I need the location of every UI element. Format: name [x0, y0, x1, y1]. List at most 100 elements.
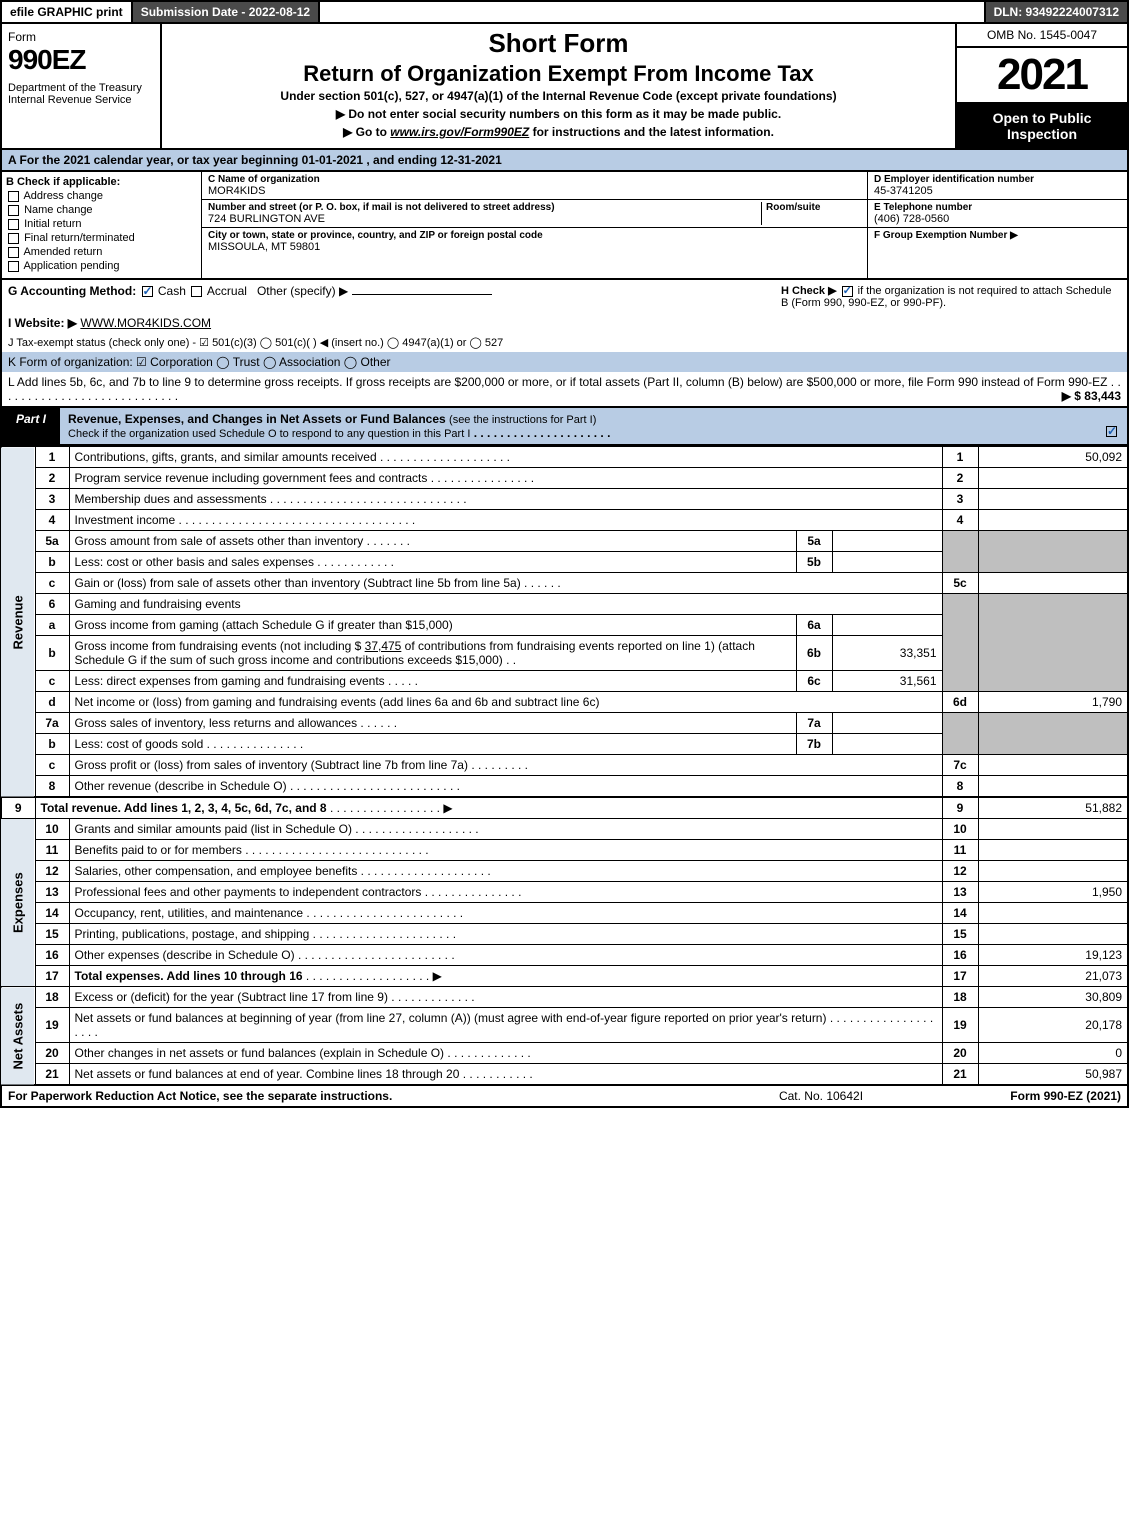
box-b-header: B Check if applicable:	[6, 176, 197, 188]
line-20: 20Other changes in net assets or fund ba…	[1, 1043, 1128, 1064]
part1-tab: Part I	[2, 408, 60, 444]
line-17-value: 21,073	[978, 966, 1128, 987]
line-16-value: 19,123	[978, 945, 1128, 966]
org-name-cell: C Name of organization MOR4KIDS	[202, 172, 867, 200]
footer-form: Form 990-EZ (2021)	[921, 1089, 1121, 1103]
line-19: 19Net assets or fund balances at beginni…	[1, 1008, 1128, 1043]
chk-cash[interactable]	[142, 286, 153, 297]
dept-line1: Department of the Treasury	[8, 82, 154, 94]
other-label: Other (specify) ▶	[257, 284, 348, 298]
address-label: Number and street (or P. O. box, if mail…	[208, 202, 761, 213]
city-cell: City or town, state or province, country…	[202, 228, 867, 255]
side-revenue: Revenue	[1, 447, 35, 798]
row-gh: G Accounting Method: Cash Accrual Other …	[0, 280, 1129, 313]
g-label: G Accounting Method:	[8, 284, 136, 298]
line-19-value: 20,178	[978, 1008, 1128, 1043]
row-j-tax-status: J Tax-exempt status (check only one) - ☑…	[0, 333, 1129, 352]
line-9-value: 51,882	[978, 797, 1128, 819]
subtitle: Under section 501(c), 527, or 4947(a)(1)…	[170, 89, 947, 103]
line-5a: 5aGross amount from sale of assets other…	[1, 531, 1128, 552]
page-footer: For Paperwork Reduction Act Notice, see …	[0, 1086, 1129, 1108]
form-header: Form 990EZ Department of the Treasury In…	[0, 24, 1129, 150]
chk-schedule-o[interactable]	[1106, 426, 1117, 437]
group-exemption-cell: F Group Exemption Number ▶	[868, 228, 1127, 278]
line-6d-value: 1,790	[978, 692, 1128, 713]
line-2: 2Program service revenue including gover…	[1, 468, 1128, 489]
chk-accrual[interactable]	[191, 286, 202, 297]
line-9: 9Total revenue. Add lines 1, 2, 3, 4, 5c…	[1, 797, 1128, 819]
line-4: 4Investment income . . . . . . . . . . .…	[1, 510, 1128, 531]
form-number: 990EZ	[8, 44, 154, 76]
group-exemption-label: F Group Exemption Number ▶	[874, 230, 1121, 241]
top-bar: efile GRAPHIC print Submission Date - 20…	[0, 0, 1129, 24]
line-3: 3Membership dues and assessments . . . .…	[1, 489, 1128, 510]
topbar-spacer	[320, 2, 983, 22]
line-10: Expenses 10Grants and similar amounts pa…	[1, 819, 1128, 840]
note-ssn: ▶ Do not enter social security numbers o…	[170, 107, 947, 121]
line-7a: 7aGross sales of inventory, less returns…	[1, 713, 1128, 734]
chk-application-pending[interactable]: Application pending	[6, 260, 197, 272]
row-a-tax-year: A For the 2021 calendar year, or tax yea…	[0, 150, 1129, 172]
line-6b-value: 33,351	[832, 636, 942, 671]
efile-print[interactable]: efile GRAPHIC print	[2, 2, 131, 22]
tax-year: 2021	[957, 48, 1127, 104]
open-inspection: Open to Public Inspection	[957, 104, 1127, 148]
row-i-website: I Website: ▶ WWW.MOR4KIDS.COM	[0, 313, 1129, 333]
box-b: B Check if applicable: Address change Na…	[2, 172, 202, 278]
footer-left: For Paperwork Reduction Act Notice, see …	[8, 1089, 721, 1103]
submission-date: Submission Date - 2022-08-12	[133, 2, 318, 22]
org-name-value: MOR4KIDS	[208, 185, 861, 197]
website-link[interactable]: WWW.MOR4KIDS.COM	[80, 316, 211, 330]
line-17: 17Total expenses. Add lines 10 through 1…	[1, 966, 1128, 987]
dln: DLN: 93492224007312	[986, 2, 1127, 22]
irs-link[interactable]: www.irs.gov/Form990EZ	[390, 125, 529, 139]
line-12: 12Salaries, other compensation, and empl…	[1, 861, 1128, 882]
ein-label: D Employer identification number	[874, 174, 1121, 185]
accrual-label: Accrual	[207, 284, 247, 298]
part1-header: Part I Revenue, Expenses, and Changes in…	[0, 408, 1129, 446]
chk-name-change[interactable]: Name change	[6, 204, 197, 216]
part1-sub: Check if the organization used Schedule …	[68, 428, 470, 440]
line-13: 13Professional fees and other payments t…	[1, 882, 1128, 903]
chk-amended-return[interactable]: Amended return	[6, 246, 197, 258]
h-label: H Check ▶	[781, 285, 837, 297]
line-11: 11Benefits paid to or for members . . . …	[1, 840, 1128, 861]
room-label: Room/suite	[766, 202, 861, 213]
line-13-value: 1,950	[978, 882, 1128, 903]
row-l-text: L Add lines 5b, 6c, and 7b to line 9 to …	[8, 375, 1107, 389]
phone-cell: E Telephone number (406) 728-0560	[868, 200, 1127, 228]
city-value: MISSOULA, MT 59801	[208, 241, 861, 253]
side-netassets: Net Assets	[1, 987, 35, 1086]
short-form-title: Short Form	[170, 28, 947, 59]
line-6: 6Gaming and fundraising events	[1, 594, 1128, 615]
line-21-value: 50,987	[978, 1064, 1128, 1086]
phone-value: (406) 728-0560	[874, 213, 1121, 225]
chk-final-return[interactable]: Final return/terminated	[6, 232, 197, 244]
line-18: Net Assets 18Excess or (deficit) for the…	[1, 987, 1128, 1008]
phone-label: E Telephone number	[874, 202, 1121, 213]
line-7c: cGross profit or (loss) from sales of in…	[1, 755, 1128, 776]
note2-post: for instructions and the latest informat…	[529, 125, 774, 139]
org-name-label: C Name of organization	[208, 174, 861, 185]
chk-address-change[interactable]: Address change	[6, 190, 197, 202]
box-def: D Employer identification number 45-3741…	[867, 172, 1127, 278]
form-label: Form	[8, 30, 154, 44]
dept-line2: Internal Revenue Service	[8, 94, 154, 106]
line-16: 16Other expenses (describe in Schedule O…	[1, 945, 1128, 966]
box-c: C Name of organization MOR4KIDS Number a…	[202, 172, 867, 278]
header-center: Short Form Return of Organization Exempt…	[162, 24, 957, 148]
main-title: Return of Organization Exempt From Incom…	[170, 61, 947, 87]
chk-sched-b[interactable]	[842, 286, 853, 297]
header-left: Form 990EZ Department of the Treasury In…	[2, 24, 162, 148]
line-15: 15Printing, publications, postage, and s…	[1, 924, 1128, 945]
line-5c: cGain or (loss) from sale of assets othe…	[1, 573, 1128, 594]
ein-value: 45-3741205	[874, 185, 1121, 197]
side-expenses: Expenses	[1, 819, 35, 987]
line-6d: dNet income or (loss) from gaming and fu…	[1, 692, 1128, 713]
row-l-amount: ▶ $ 83,443	[1062, 389, 1121, 403]
accounting-method: G Accounting Method: Cash Accrual Other …	[8, 284, 741, 309]
info-block: B Check if applicable: Address change Na…	[0, 172, 1129, 280]
note-link: ▶ Go to www.irs.gov/Form990EZ for instru…	[170, 125, 947, 139]
chk-initial-return[interactable]: Initial return	[6, 218, 197, 230]
header-right: OMB No. 1545-0047 2021 Open to Public In…	[957, 24, 1127, 148]
